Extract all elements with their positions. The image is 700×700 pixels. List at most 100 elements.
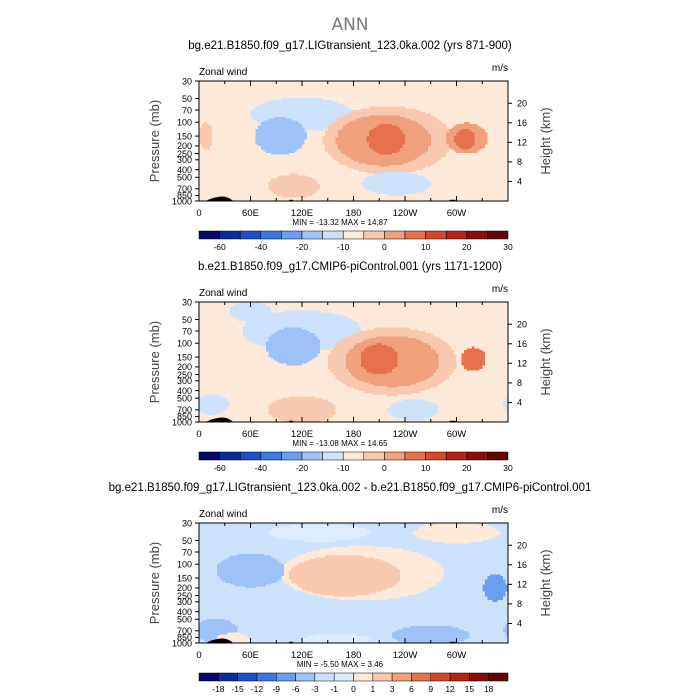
field-cell bbox=[227, 103, 231, 106]
field-cell bbox=[320, 117, 324, 120]
field-cell bbox=[376, 89, 380, 92]
field-cell bbox=[250, 86, 254, 89]
field-cell bbox=[211, 84, 216, 87]
field-cell bbox=[340, 122, 344, 125]
field-cell bbox=[314, 99, 319, 103]
field-cell bbox=[505, 123, 509, 127]
field-cell bbox=[384, 86, 388, 89]
field-cell bbox=[340, 91, 344, 94]
field-cell bbox=[399, 81, 404, 84]
field-cell bbox=[224, 86, 228, 89]
field-cell bbox=[397, 84, 401, 87]
field-cell bbox=[433, 118, 437, 122]
field-cell bbox=[209, 125, 213, 128]
field-cell bbox=[461, 106, 465, 110]
field-cell bbox=[420, 86, 424, 89]
field-cell bbox=[286, 98, 290, 101]
field-cell bbox=[386, 106, 391, 110]
field-cell bbox=[420, 111, 424, 115]
field-cell bbox=[235, 110, 239, 113]
field-cell bbox=[363, 122, 367, 125]
field-cell bbox=[291, 99, 295, 103]
field-cell bbox=[260, 117, 264, 120]
field-cell bbox=[214, 122, 218, 125]
field-cell bbox=[461, 93, 465, 96]
field-cell bbox=[204, 98, 208, 101]
field-cell bbox=[505, 108, 509, 111]
field-cell bbox=[281, 125, 285, 128]
field-cell bbox=[433, 115, 437, 118]
field-cell bbox=[335, 122, 339, 125]
field-cell bbox=[255, 101, 259, 104]
field-cell bbox=[407, 91, 411, 94]
field-cell bbox=[237, 122, 241, 125]
field-cell bbox=[330, 110, 334, 113]
field-cell bbox=[405, 111, 409, 115]
field-cell bbox=[294, 103, 298, 106]
field-cell bbox=[217, 110, 221, 113]
field-cell bbox=[417, 94, 422, 98]
field-cell bbox=[397, 122, 401, 125]
field-cell bbox=[415, 115, 419, 118]
field-cell bbox=[217, 120, 221, 123]
field-cell bbox=[410, 105, 414, 108]
field-cell bbox=[229, 113, 234, 116]
field-cell bbox=[443, 86, 447, 89]
field-cell bbox=[379, 105, 383, 108]
field-cell bbox=[307, 122, 311, 125]
field-cell bbox=[492, 93, 496, 96]
field-cell bbox=[386, 81, 391, 84]
field-cell bbox=[412, 93, 416, 96]
field-cell bbox=[263, 93, 267, 96]
field-cell bbox=[314, 108, 319, 111]
field-cell bbox=[253, 120, 257, 123]
field-cell bbox=[366, 93, 370, 96]
field-cell bbox=[271, 89, 275, 92]
field-cell bbox=[227, 99, 231, 103]
field-cell bbox=[482, 81, 486, 84]
field-cell bbox=[451, 118, 455, 122]
field-cell bbox=[335, 120, 339, 123]
field-cell bbox=[386, 96, 391, 99]
field-cell bbox=[325, 108, 329, 111]
field-cell bbox=[317, 125, 321, 128]
field-cell bbox=[451, 115, 455, 118]
field-cell bbox=[374, 122, 378, 125]
field-cell bbox=[214, 86, 218, 89]
field-cell bbox=[322, 106, 326, 110]
field-cell bbox=[276, 111, 280, 115]
field-cell bbox=[482, 117, 486, 120]
field-cell bbox=[376, 98, 380, 101]
field-cell bbox=[204, 122, 208, 125]
field-cell bbox=[381, 120, 385, 123]
field-cell bbox=[229, 101, 234, 104]
field-cell bbox=[289, 82, 293, 86]
field-cell bbox=[407, 117, 411, 120]
field-cell bbox=[459, 105, 463, 108]
field-cell bbox=[345, 120, 349, 123]
field-cell bbox=[497, 99, 501, 103]
field-cell bbox=[286, 120, 290, 123]
field-cell bbox=[242, 93, 246, 96]
field-cell bbox=[317, 110, 321, 113]
field-cell bbox=[338, 106, 342, 110]
field-cell bbox=[348, 101, 352, 104]
field-cell bbox=[242, 106, 246, 110]
field-cell bbox=[412, 96, 416, 99]
field-cell bbox=[394, 99, 398, 103]
field-cell bbox=[237, 89, 241, 92]
field-cell bbox=[464, 111, 468, 115]
field-cell bbox=[356, 94, 360, 98]
field-cell bbox=[260, 98, 264, 101]
field-cell bbox=[410, 123, 414, 127]
field-cell bbox=[379, 84, 383, 87]
field-cell bbox=[201, 99, 205, 103]
field-cell bbox=[320, 106, 324, 110]
field-cell bbox=[443, 82, 447, 86]
field-cell bbox=[464, 98, 468, 101]
field-cell bbox=[322, 117, 326, 120]
field-cell bbox=[394, 120, 398, 123]
field-cell bbox=[386, 120, 391, 123]
field-cell bbox=[320, 99, 324, 103]
field-cell bbox=[446, 110, 450, 113]
